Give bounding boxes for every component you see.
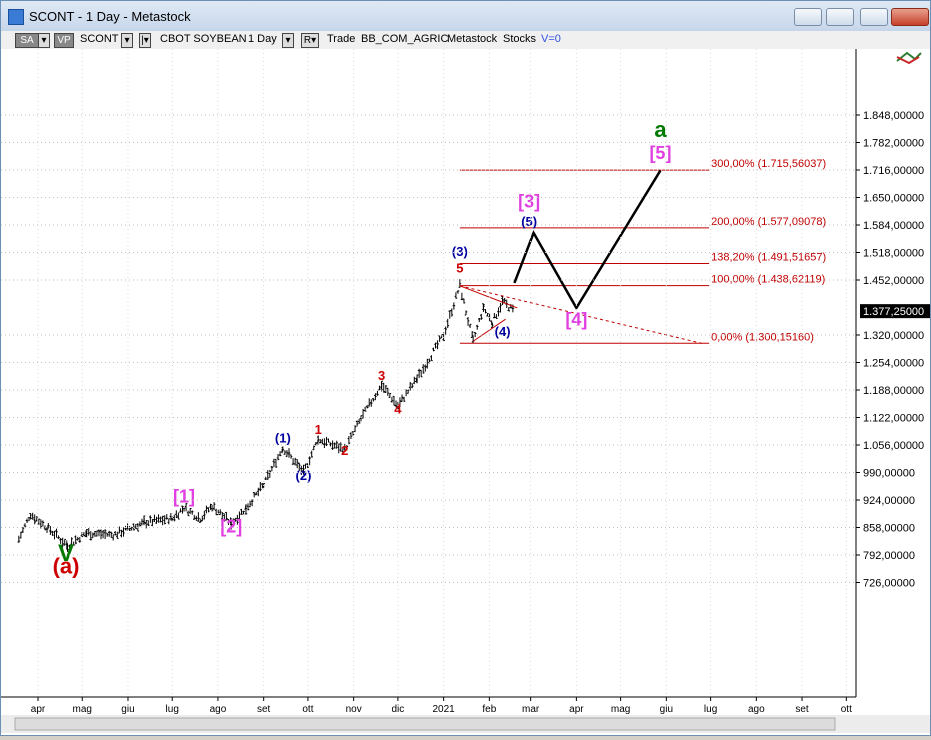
x-tick-label: ott [841,704,852,715]
wave-label: 1 [315,422,322,437]
title-bar: SCONT - 1 Day - Metastock [1,1,930,31]
x-tick-label: nov [346,704,362,715]
app-icon [8,9,24,25]
wave-label: [3] [518,192,540,212]
x-tick-label: apr [31,704,46,715]
wave-label: [2] [220,517,242,537]
sector-label: BB_COM_AGRIC [361,33,449,45]
wave-label: 4 [394,401,402,416]
x-tick-label: giu [121,704,134,715]
last-price-marker [860,304,930,319]
x-tick-label: 2021 [433,704,456,715]
wave-label: (2) [296,468,312,483]
y-tick-label: 1.716,00000 [863,165,924,177]
sa-dropdown-icon[interactable]: ▾ [38,33,50,48]
wave-labels: V(a) [1] [2] (1) (2) 1 2 3 4 (3) 5 (4) [3] (5) [4] [5]a [53,117,672,578]
source-label: Metastock [447,33,498,45]
wave-label: (a) [53,553,80,578]
x-tick-label: ago [210,704,227,715]
triangle-lower-line[interactable] [472,318,506,342]
minimize-button[interactable] [826,8,854,26]
x-tick-label: set [795,704,809,715]
y-tick-label: 858,00000 [863,523,915,535]
fib-level-label: 100,00% (1.438,62119) [711,274,825,286]
x-tick-label: feb [482,704,496,715]
wave-projection-line[interactable] [513,169,662,311]
symbol-label: SCONT [80,33,119,45]
price-chart[interactable]: 300,00% (1.715,56037) 200,00% (1.577,0907… [1,49,930,735]
x-tick-label: dic [392,704,405,715]
wave-label: (3) [452,244,468,259]
y-tick-label: 1.584,00000 [863,220,924,232]
wave-label: 2 [341,443,348,458]
wave-label: [5] [649,143,671,163]
y-tick-label: 1.122,00000 [863,413,924,425]
drawing-tools-icon[interactable] [896,51,922,65]
fib-level-label: 138,20% (1.491,51657) [711,252,826,264]
x-tick-label: mag [73,704,92,715]
fib-level-label: 0,00% (1.300,15160) [711,331,814,343]
x-tick-label: set [257,704,271,715]
chart-toolbar: SA ▾ VP SCONT ▾ |▾ CBOT SOYBEAN 1 Day ▾ … [1,31,930,49]
security-name: CBOT SOYBEAN [160,33,247,45]
x-tick-label: ago [748,704,765,715]
period-label: 1 Day [248,33,277,45]
r-button-label: R [303,35,312,46]
y-tick-label: 1.320,00000 [863,330,924,342]
projection-path [459,169,702,344]
y-tick-label: 1.056,00000 [863,440,924,452]
y-tick-label: 990,00000 [863,468,915,480]
y-tick-label: 1.254,00000 [863,358,924,370]
scrollbar-thumb[interactable] [14,717,836,731]
type-label: Stocks [503,33,537,45]
y-tick-label: 1.188,00000 [863,385,924,397]
chart-area[interactable]: 300,00% (1.715,56037) 200,00% (1.577,0907… [1,49,930,735]
fibonacci-levels: 300,00% (1.715,56037) 200,00% (1.577,0907… [459,158,826,344]
wave-label: V [58,540,74,567]
fib-level-label: 300,00% (1.715,56037) [711,158,826,170]
x-tick-label: giu [660,704,673,715]
x-tick-label: lug [704,704,717,715]
x-tick-label: apr [569,704,584,715]
y-tick-label: 726,00000 [863,578,915,590]
wave-label: [1] [173,487,195,507]
restore-icon[interactable] [794,8,822,26]
y-tick-label: 1.782,00000 [863,138,924,150]
wave-label: a [654,117,667,142]
r-button[interactable]: R▾ [301,33,319,48]
close-button[interactable] [891,8,929,26]
maximize-button[interactable] [860,8,888,26]
y-tick-label: 1.650,00000 [863,193,924,205]
x-tick-label: ott [302,704,313,715]
volume-label: V=0 [541,33,561,45]
y-tick-label: 1.518,00000 [863,248,924,260]
period-dropdown-icon[interactable]: ▾ [282,33,294,48]
x-tick-label: mag [611,704,630,715]
y-tick-label: 1.848,00000 [863,110,924,122]
window-title: SCONT - 1 Day - Metastock [29,9,191,24]
wave-label: (1) [275,431,291,446]
trade-label[interactable]: Trade [327,33,356,45]
x-tick-label: lug [166,704,179,715]
x-tick-label: mar [522,704,540,715]
y-tick-label: 1.452,00000 [863,275,924,287]
y-tick-label: 924,00000 [863,495,915,507]
triangle-upper-line[interactable] [459,285,518,309]
price-axis[interactable]: 1.848,00000 1.782,00000 1.716,00000 1.650,0… [1,49,930,697]
wave-label: [4] [565,309,587,329]
wave-label: (4) [495,324,511,339]
sa-button[interactable]: SA [15,33,39,48]
time-axis[interactable]: apr mag giu lug ago set ott nov dic 2021 feb mar apr… [1,49,930,733]
y-tick-label: 792,00000 [863,550,915,562]
symbol-dropdown-icon[interactable]: ▾ [121,33,133,48]
wave-label: 5 [456,261,463,276]
vp-button[interactable]: VP [54,33,74,48]
fib-level-label: 200,00% (1.577,09078) [711,216,826,228]
wave-label: 3 [378,368,385,383]
last-price-label: 1.377,25000 [863,306,924,318]
security-icon[interactable]: |▾ [139,33,151,48]
price-bars [17,279,515,552]
wave-label: (5) [521,214,537,229]
